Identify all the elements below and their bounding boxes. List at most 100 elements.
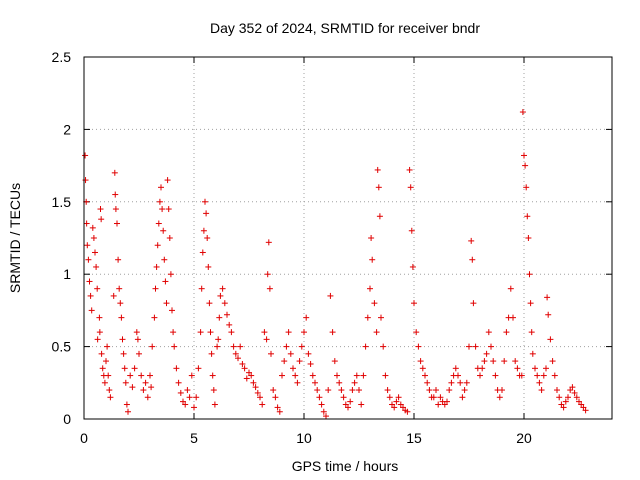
data-point (90, 235, 97, 241)
data-point (404, 408, 411, 415)
data-point (468, 237, 475, 244)
data-point (446, 387, 453, 394)
data-point (492, 372, 499, 379)
data-point (496, 394, 503, 401)
data-point (248, 372, 255, 379)
data-point (407, 184, 414, 191)
data-point (419, 365, 426, 372)
data-point (103, 358, 109, 365)
data-point (208, 350, 215, 357)
data-point (477, 372, 483, 379)
data-point (522, 162, 529, 169)
data-point (193, 394, 200, 401)
data-point (292, 372, 299, 379)
data-point (119, 336, 126, 343)
data-point (205, 263, 212, 270)
data-point (314, 387, 321, 394)
data-point (331, 358, 338, 365)
data-point (305, 350, 312, 357)
data-point (532, 365, 538, 372)
data-point (312, 379, 318, 386)
data-point (560, 404, 567, 411)
data-point (378, 314, 384, 321)
data-point (259, 401, 266, 408)
data-point (97, 206, 104, 213)
data-point (125, 408, 131, 415)
data-point (138, 372, 145, 379)
data-point (129, 384, 136, 391)
data-point (565, 394, 571, 401)
data-point (554, 387, 560, 394)
data-point (490, 358, 497, 365)
data-point (153, 263, 160, 270)
y-tick-label: 1 (63, 266, 71, 282)
data-point (309, 372, 316, 379)
data-point (345, 404, 351, 411)
data-point (556, 394, 563, 401)
data-point (360, 372, 367, 379)
data-point (211, 401, 218, 408)
data-point (261, 329, 268, 336)
data-point (115, 256, 122, 263)
data-point (263, 336, 270, 343)
data-point (408, 227, 415, 234)
data-point (162, 278, 169, 285)
data-point (290, 365, 296, 372)
data-point (503, 329, 510, 336)
data-point (161, 256, 168, 263)
data-point (307, 360, 314, 367)
data-point (83, 220, 90, 227)
data-point (214, 343, 221, 350)
data-point (523, 184, 530, 191)
y-tick-label: 1.5 (52, 194, 72, 210)
data-point (424, 379, 431, 386)
data-point (123, 401, 130, 408)
data-point (156, 198, 163, 205)
data-point (411, 300, 417, 307)
y-tick-label: 2 (63, 121, 71, 137)
data-point (298, 343, 305, 350)
data-point (266, 285, 273, 292)
data-point (106, 387, 113, 394)
data-point (159, 206, 166, 213)
data-point (149, 343, 156, 350)
data-point (184, 387, 191, 394)
data-point (373, 329, 380, 336)
data-point (204, 235, 211, 241)
x-tick-label: 20 (516, 430, 532, 446)
data-point (320, 408, 327, 415)
data-point (167, 271, 174, 278)
data-point (239, 360, 246, 367)
data-point (85, 256, 92, 263)
data-point (524, 213, 531, 220)
x-tick-label: 10 (296, 430, 312, 446)
data-point (165, 206, 172, 213)
x-tick-label: 15 (406, 430, 422, 446)
data-point (154, 242, 161, 249)
data-point (582, 407, 589, 414)
y-axis-label: SRMTID / TECUs (7, 183, 23, 293)
data-point (526, 271, 533, 278)
data-point (573, 394, 580, 401)
data-point (175, 379, 182, 386)
data-point (457, 379, 464, 386)
data-point (512, 358, 519, 365)
data-point (118, 314, 125, 321)
data-point (356, 387, 362, 394)
data-point (461, 387, 468, 394)
data-point (219, 285, 226, 292)
data-point (323, 413, 329, 420)
x-axis-label: GPS time / hours (292, 458, 399, 474)
data-point (287, 350, 294, 357)
data-point (499, 387, 505, 394)
data-point (301, 329, 307, 336)
data-point (96, 329, 103, 336)
data-point (528, 329, 535, 336)
data-point (327, 292, 334, 299)
data-point (466, 343, 472, 350)
data-point (188, 372, 195, 379)
data-point (114, 220, 120, 227)
data-point (353, 372, 360, 379)
data-point (276, 408, 283, 415)
